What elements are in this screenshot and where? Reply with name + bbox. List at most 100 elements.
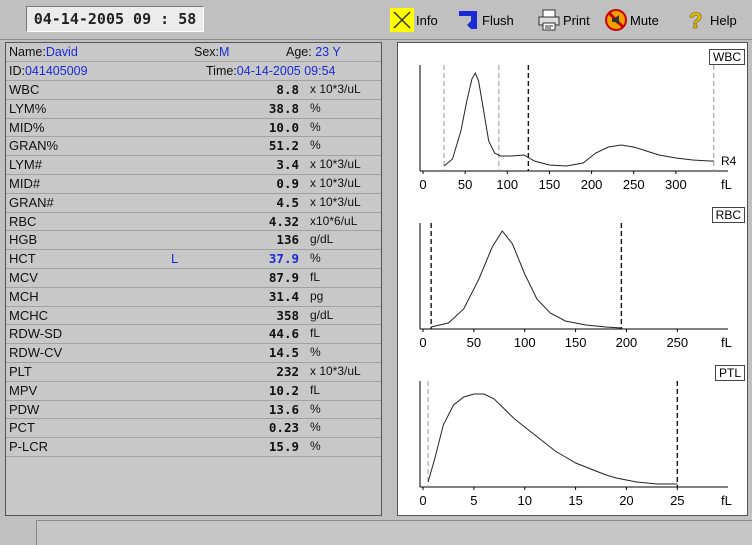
- result-row: RDW-CV 14.5%: [6, 344, 381, 363]
- rbc-histogram-plot: 0 50 100 150 200 250 fL: [419, 223, 732, 350]
- result-unit: fL: [310, 382, 321, 397]
- patient-name: David: [45, 45, 78, 59]
- axis-unit-label: fL: [721, 335, 732, 350]
- result-unit: fL: [310, 270, 321, 284]
- result-name: LYM%: [9, 100, 47, 116]
- sample-time: 04-14-2005 09:54: [236, 64, 336, 78]
- result-unit: g/dL: [310, 307, 334, 322]
- result-value: 87.9: [268, 270, 299, 285]
- patient-sex: M: [219, 45, 230, 59]
- histogram-panel: WBC 0 50 100 150 200 250 300 fL R4 RBC 0 50 100 150…: [397, 42, 748, 516]
- result-row: P-LCR 15.9%: [6, 438, 381, 457]
- wbc-histogram: WBC 0 50 100 150 200 250 300 fL R4: [398, 43, 749, 201]
- print-label: Print: [563, 12, 590, 28]
- plt-histogram: PTL 0 5 10 15 20 25 fL: [398, 359, 749, 517]
- result-value: 232: [276, 364, 299, 379]
- result-value: 38.8: [268, 100, 299, 116]
- tick-label: 200: [616, 335, 638, 350]
- result-row: HGB 136 g/dL: [6, 231, 381, 251]
- wbc-histogram-plot: 0 50 100 150 200 250 300 fL R4: [419, 65, 737, 192]
- result-value: 14.5: [268, 345, 299, 361]
- plt-histogram-plot: 0 5 10 15 20 25 fL: [419, 381, 732, 508]
- flush-button[interactable]: Flush: [456, 6, 514, 34]
- result-value: 10.2: [268, 382, 299, 398]
- id-label: ID:: [9, 64, 25, 78]
- result-value: 8.8: [276, 82, 299, 97]
- result-name: GRAN#: [9, 194, 54, 210]
- result-value: 4.5: [276, 194, 299, 210]
- result-name: MCHC: [9, 307, 48, 323]
- result-unit: g/dL: [310, 232, 334, 247]
- result-unit: %: [310, 251, 321, 266]
- status-bar: [0, 518, 752, 545]
- help-icon: ?: [684, 8, 708, 34]
- datetime-display: 04-14-2005 09 : 58: [26, 6, 204, 32]
- result-name: PLT: [9, 364, 32, 379]
- result-value: 13.6: [268, 401, 299, 417]
- result-row: MPV 10.2 fL: [6, 382, 381, 401]
- histogram-curve: [427, 393, 678, 485]
- result-flag: L: [171, 251, 179, 267]
- result-row: MCV 87.9 fL: [6, 269, 381, 288]
- tick-label: 0: [419, 335, 426, 350]
- flush-icon: [456, 8, 480, 32]
- printer-icon: [537, 8, 561, 32]
- tick-label: 25: [670, 493, 684, 508]
- tick-label: 0: [419, 177, 426, 192]
- result-unit: %: [310, 401, 321, 416]
- result-name: WBC: [9, 82, 40, 97]
- region-label: R4: [721, 154, 737, 168]
- top-toolbar: 04-14-2005 09 : 58 Info Flush Print Mute…: [0, 0, 752, 40]
- result-value: 10.0: [268, 119, 299, 135]
- histogram-curve: [430, 230, 622, 329]
- result-name: PDW: [9, 401, 40, 417]
- result-value: 136: [276, 232, 299, 248]
- tick-label: 100: [514, 335, 536, 350]
- tick-label: 150: [539, 177, 561, 192]
- result-unit: %: [310, 439, 321, 454]
- result-value: 31.4: [268, 288, 299, 304]
- result-row: MID% 10.0%: [6, 119, 381, 138]
- svg-text:?: ?: [689, 8, 702, 32]
- result-row: MCHC 358 g/dL: [6, 307, 381, 326]
- histogram-title: WBC: [709, 49, 745, 65]
- help-button[interactable]: ? Help: [684, 6, 737, 34]
- result-unit: fL: [310, 326, 321, 341]
- result-value: 44.6: [268, 326, 299, 342]
- result-name: RDW-CV: [9, 345, 63, 361]
- mute-icon: [604, 8, 628, 32]
- info-button[interactable]: Info: [390, 6, 438, 34]
- patient-age: 23 Y: [315, 45, 341, 59]
- info-label: Info: [416, 12, 438, 28]
- patient-row-1: Name:David Sex:M Age: 23 Y: [6, 43, 381, 62]
- result-unit: %: [310, 420, 321, 435]
- mute-button[interactable]: Mute: [604, 6, 659, 34]
- result-name: RBC: [9, 213, 37, 229]
- result-name: P-LCR: [9, 439, 49, 455]
- tick-label: 15: [568, 493, 582, 508]
- result-row: GRAN% 51.2%: [6, 137, 381, 157]
- histogram-curve: [443, 71, 714, 167]
- result-row: WBC 8.8 x 10*3/uL: [6, 81, 381, 100]
- rbc-histogram: RBC 0 50 100 150 200 250 fL: [398, 201, 749, 359]
- flush-label: Flush: [482, 12, 514, 28]
- result-unit: x 10*3/uL: [310, 82, 361, 96]
- tick-label: 50: [458, 177, 472, 192]
- tick-label: 5: [470, 493, 477, 508]
- print-button[interactable]: Print: [537, 6, 590, 34]
- tick-label: 0: [419, 493, 426, 508]
- result-name: GRAN%: [9, 138, 59, 154]
- result-name: MCH: [9, 288, 39, 304]
- tick-label: 150: [565, 335, 587, 350]
- result-name: HGB: [9, 232, 38, 248]
- patient-row-2: ID:041405009 Time:04-14-2005 09:54: [6, 62, 381, 81]
- tick-label: 10: [517, 493, 531, 508]
- result-unit: x 10*3/uL: [310, 176, 361, 190]
- result-unit: %: [310, 119, 321, 134]
- result-name: RDW-SD: [9, 326, 63, 342]
- histogram-title: PTL: [714, 365, 745, 381]
- status-field: [36, 520, 752, 545]
- tick-label: 300: [665, 177, 687, 192]
- time-label: Time:: [206, 64, 237, 78]
- tick-label: 200: [581, 177, 603, 192]
